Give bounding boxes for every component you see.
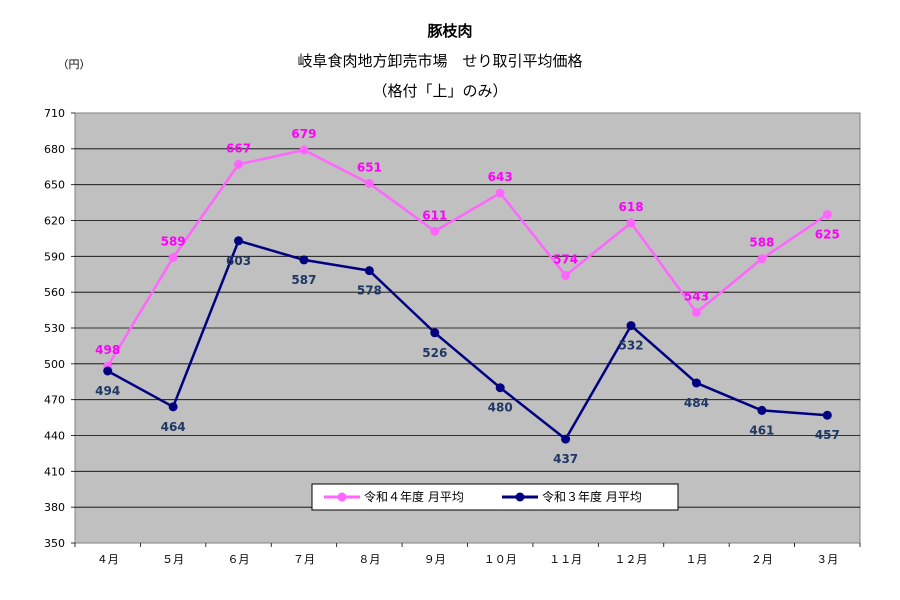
x-tick-label: ４月 (97, 553, 119, 566)
data-point-a (495, 188, 505, 198)
y-tick-label: 650 (44, 179, 65, 192)
y-tick-labels: 710 680 650 620 590 560 530 500 470 440 410 380 350 (44, 107, 65, 550)
x-tick-label: １月 (685, 553, 707, 566)
data-point-b (168, 402, 178, 412)
series-line-b (107, 239, 828, 441)
series-line-a (106, 148, 828, 367)
y-tick-label: 620 (44, 215, 65, 228)
series-lines (103, 145, 832, 444)
data-point-b (691, 378, 701, 388)
x-tick-label: ６月 (228, 553, 250, 566)
chart-subtitle-2: （格付「上」のみ） (372, 82, 507, 100)
data-label-a: 679 (291, 127, 316, 141)
data-label-a: 643 (488, 170, 513, 184)
data-point-b (495, 383, 505, 393)
data-point-b (364, 266, 374, 276)
y-tick-label: 560 (44, 286, 65, 299)
y-tick-label: 500 (44, 358, 65, 371)
data-point-b (561, 434, 571, 444)
x-tick-label: ３月 (816, 553, 838, 566)
x-tick-labels: ４月 ５月 ６月 ７月 ８月 ９月 １０月 １１月 １２月 １月 ２月 ３月 (97, 553, 839, 566)
axis-ticks (71, 112, 861, 547)
y-tick-label: 590 (44, 250, 65, 263)
data-point-a (757, 254, 767, 264)
data-label-b: 526 (422, 346, 447, 360)
data-point-b (822, 410, 832, 420)
data-label-b: 437 (553, 452, 578, 466)
chart-subtitle: 岐阜食肉地方卸売市場 せり取引平均価格 (297, 52, 582, 70)
data-label-a: 498 (95, 343, 120, 357)
data-label-b: 461 (749, 423, 774, 437)
x-tick-label: ８月 (358, 553, 380, 566)
data-point-b (430, 328, 440, 338)
data-point-b (103, 366, 113, 376)
x-tick-label: １２月 (615, 553, 648, 566)
legend-label-series-a: 令和４年度 月平均 (364, 489, 464, 504)
data-point-b (234, 236, 244, 246)
legend-label-series-b: 令和３年度 月平均 (542, 489, 642, 504)
y-tick-label: 470 (44, 394, 65, 407)
data-label-b: 587 (291, 273, 316, 287)
data-label-a: 625 (815, 228, 840, 242)
grid-lines (75, 148, 860, 508)
y-tick-label: 710 (44, 107, 65, 120)
data-label-a: 611 (422, 208, 447, 222)
data-label-b: 457 (815, 428, 840, 442)
y-tick-label: 410 (44, 465, 65, 478)
data-point-a (822, 210, 832, 220)
data-label-a: 574 (553, 252, 578, 266)
data-label-a: 651 (357, 160, 382, 174)
y-unit-label: （円） (58, 58, 91, 71)
data-label-a: 589 (161, 235, 186, 249)
data-point-a (168, 253, 178, 263)
data-point-a (364, 178, 374, 188)
data-label-a: 618 (619, 200, 644, 214)
y-tick-label: 530 (44, 322, 65, 335)
legend-marker-series-a (337, 492, 347, 502)
x-tick-label: ７月 (293, 553, 315, 566)
data-label-a: 667 (226, 141, 251, 155)
legend-box (311, 483, 679, 511)
data-point-a (626, 218, 636, 228)
data-label-b: 578 (357, 284, 382, 298)
x-tick-label: ２月 (751, 553, 773, 566)
legend-marker-series-b (515, 492, 525, 502)
data-label-a: 588 (749, 236, 774, 250)
x-tick-label: ５月 (162, 553, 184, 566)
data-point-b (757, 405, 767, 415)
data-label-a: 543 (684, 289, 709, 303)
data-label-b: 464 (161, 420, 186, 434)
y-tick-label: 680 (44, 143, 65, 156)
data-label-b: 603 (226, 254, 251, 268)
x-tick-label: １１月 (549, 553, 582, 566)
x-tick-label: ９月 (424, 553, 446, 566)
data-point-b (626, 321, 636, 331)
chart-title: 豚枝肉 (427, 22, 472, 40)
data-point-a (561, 270, 571, 280)
data-point-b (299, 255, 309, 265)
data-labels: 498 589 667 679 651 611 643 574 618 543 588 625 494 4… (95, 127, 840, 466)
data-label-b: 480 (488, 401, 513, 415)
x-tick-label: １０月 (484, 553, 517, 566)
data-point-a (299, 145, 309, 155)
y-tick-label: 380 (44, 501, 65, 514)
data-point-a (234, 159, 244, 169)
data-label-b: 494 (95, 384, 120, 398)
y-tick-label: 350 (44, 537, 65, 550)
legend: 令和４年度 月平均 令和３年度 月平均 (311, 483, 679, 511)
data-label-b: 484 (684, 396, 709, 410)
data-point-a (430, 226, 440, 236)
y-tick-label: 440 (44, 430, 65, 443)
data-label-b: 532 (619, 339, 644, 353)
data-point-a (691, 307, 701, 317)
